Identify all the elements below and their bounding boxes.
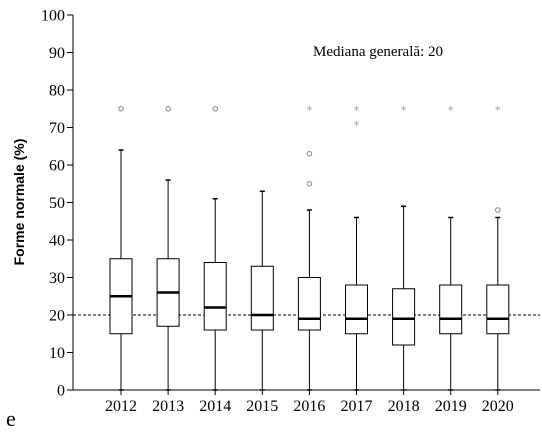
x-tick-label: 2020 <box>482 398 514 415</box>
outlier-point <box>306 150 313 157</box>
y-tick-label: 70 <box>49 120 65 137</box>
x-tick-label: 2016 <box>293 398 325 415</box>
box-rect <box>345 284 368 335</box>
x-tick-label: 2017 <box>341 398 373 415</box>
y-tick-label: 100 <box>41 8 65 25</box>
box-2018: * <box>392 104 416 391</box>
x-axis: 2012 2013 2014 2015 2016 2017 2018 2019 2020 <box>73 389 540 415</box>
box-rect <box>250 265 274 331</box>
x-tick-label: 2012 <box>105 398 137 415</box>
panel-label: e <box>6 406 16 431</box>
x-tick-label: 2013 <box>152 398 184 415</box>
extreme-point: * <box>448 104 454 117</box>
outlier-point <box>212 105 218 112</box>
box-2014 <box>203 105 227 391</box>
x-tick-label: 2018 <box>388 398 420 415</box>
box-2012 <box>109 105 133 391</box>
median-annotation: Mediana generală: 20 <box>313 44 443 60</box>
extreme-point: * <box>354 104 360 117</box>
outlier-point <box>306 180 313 187</box>
y-tick-label: 60 <box>49 158 65 175</box>
box-2016: * <box>297 104 321 391</box>
box-2017: ** <box>345 104 368 391</box>
outlier-point <box>165 105 171 112</box>
box-2015 <box>250 190 274 391</box>
box-rect <box>203 262 227 331</box>
y-tick-label: 10 <box>49 345 65 362</box>
y-tick-label: 40 <box>49 233 65 250</box>
x-tick-label: 2019 <box>435 398 467 415</box>
box-2019: * <box>439 104 463 391</box>
box-rect <box>297 277 321 331</box>
y-axis: 0 10 20 30 40 50 60 70 80 90 100 <box>41 8 74 400</box>
extreme-point: * <box>401 104 407 117</box>
box-rect <box>439 284 463 335</box>
y-tick-label: 30 <box>49 270 65 287</box>
x-ticks: 2012 2013 2014 2015 2016 2017 2018 2019 2020 <box>105 390 514 415</box>
x-tick-label: 2015 <box>246 398 278 415</box>
y-tick-label: 20 <box>49 308 65 325</box>
extreme-point: * <box>307 104 313 117</box>
x-tick-label: 2014 <box>199 398 231 415</box>
outlier-point <box>495 207 501 213</box>
box-rect <box>392 288 416 346</box>
y-axis-label: Forme normale (%) <box>11 139 27 266</box>
extreme-point: * <box>495 104 501 117</box>
y-tick-label: 50 <box>49 195 65 212</box>
y-tick-label: 0 <box>57 383 65 400</box>
boxes: *** * * * <box>109 104 510 391</box>
box-2020: * <box>486 104 510 391</box>
y-tick-label: 90 <box>49 45 65 62</box>
y-ticks: 0 10 20 30 40 50 60 70 80 90 100 <box>41 8 73 400</box>
outlier-point <box>118 105 124 112</box>
box-2013 <box>156 105 180 391</box>
y-tick-label: 80 <box>49 83 65 100</box>
box-rect <box>486 284 510 335</box>
extreme-point: * <box>354 119 360 132</box>
